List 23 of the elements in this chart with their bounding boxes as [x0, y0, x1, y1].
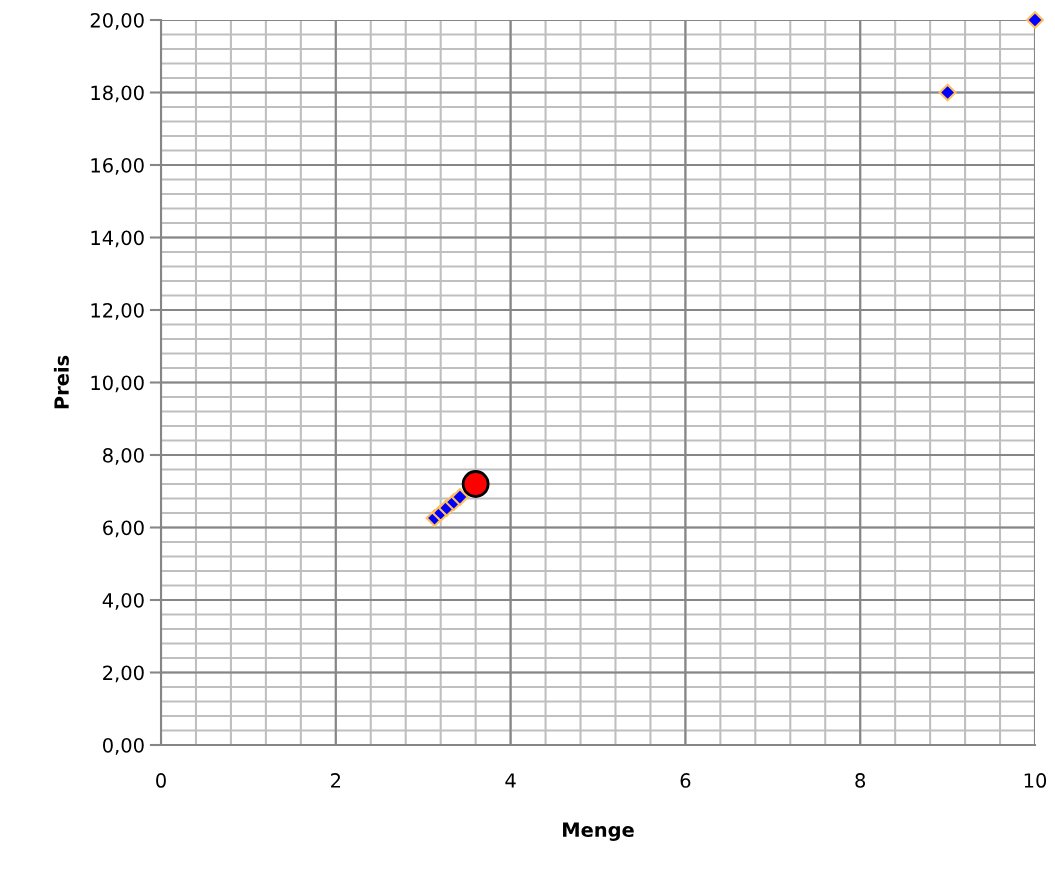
- y-tick-label: 20,00: [90, 12, 144, 30]
- x-axis-title: Menge: [563, 822, 634, 841]
- y-tick-label: 16,00: [91, 157, 144, 175]
- point: [461, 470, 490, 498]
- x-tick-label: 10: [1024, 773, 1047, 788]
- y-tick-label: 0,00: [103, 737, 144, 755]
- y-tick-label: 2,00: [103, 665, 144, 683]
- y-tick-label: 6,00: [103, 520, 144, 538]
- y-tick-label: 4,00: [102, 592, 144, 610]
- x-tick-label: 6: [680, 773, 691, 788]
- x-tick-label: 8: [855, 773, 866, 788]
- y-tick-label: 10,00: [91, 375, 144, 393]
- y-tick-label: 8,00: [103, 447, 144, 465]
- y-tick-label: 14,00: [91, 230, 144, 248]
- point: [451, 488, 469, 506]
- point: [1026, 11, 1044, 29]
- x-tick-label: 4: [505, 773, 516, 788]
- x-tick-label: 0: [156, 773, 166, 788]
- point: [938, 83, 957, 102]
- y-tick-label: 18,00: [91, 85, 144, 103]
- x-tick-label: 2: [331, 773, 341, 788]
- y-axis-title: Preis: [53, 355, 69, 409]
- y-tick-label: 12,00: [91, 302, 144, 320]
